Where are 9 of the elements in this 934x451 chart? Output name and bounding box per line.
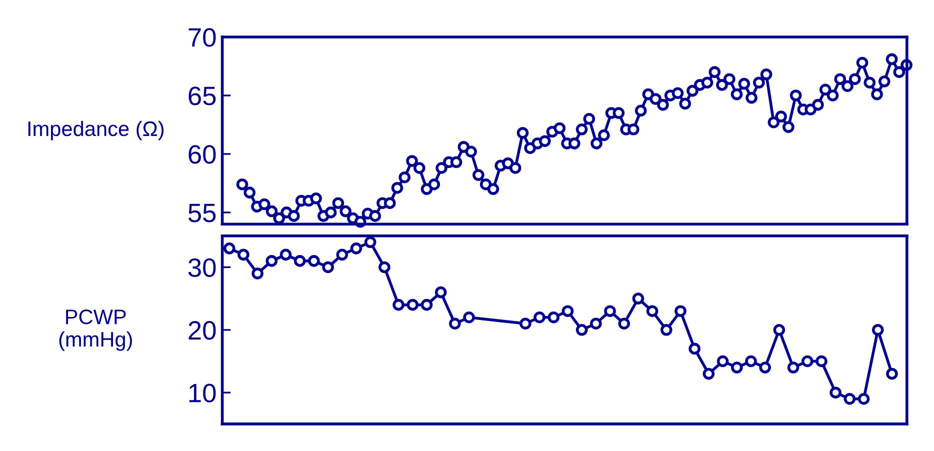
y-tick-label: 55 bbox=[188, 204, 216, 222]
y-tick-label: 60 bbox=[188, 145, 216, 164]
y-tick-label: 30 bbox=[188, 258, 216, 278]
y-tick-label: 10 bbox=[189, 384, 216, 402]
y-tick-label: 70 bbox=[188, 28, 216, 47]
y-tick-label: 65 bbox=[188, 86, 216, 106]
y-axis-title: PCWP (mmHg) bbox=[59, 310, 132, 351]
y-tick-label: 20 bbox=[188, 321, 216, 340]
y-axis-title: Impedance (Ω) bbox=[28, 120, 164, 140]
